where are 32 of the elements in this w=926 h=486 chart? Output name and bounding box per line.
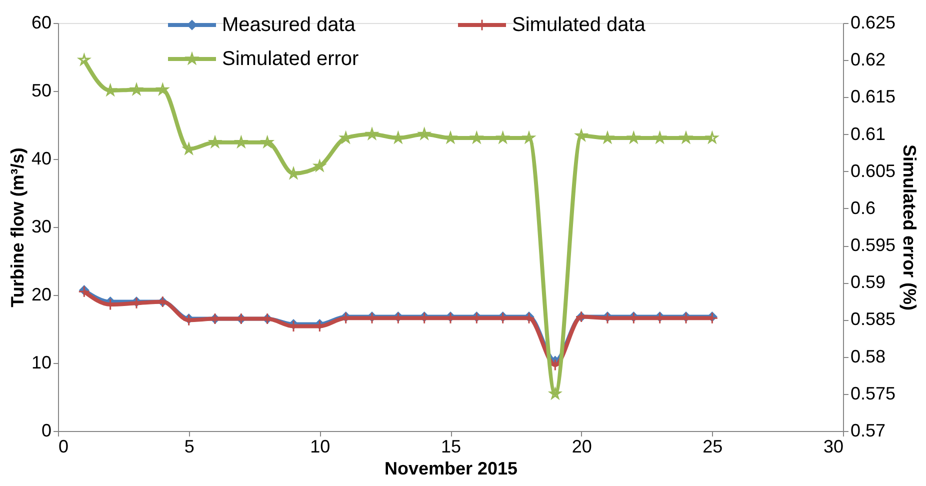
y-tick-label: 10	[31, 352, 52, 372]
y2-tick-label: 0.6	[850, 198, 876, 218]
y2-tick-label: 0.595	[850, 235, 896, 256]
y2-tick-label: 0.58	[850, 346, 886, 366]
x-tick-label: 20	[572, 436, 592, 456]
x-tick-label: 5	[184, 436, 194, 456]
y-tick-label: 30	[31, 216, 52, 236]
y2-tick-label: 0.585	[850, 309, 896, 330]
y2-tick-label: 0.575	[850, 383, 896, 404]
y2-tick-label: 0.625	[850, 12, 896, 32]
x-tick-label: 25	[702, 436, 723, 456]
x-tick-label: 0	[58, 436, 69, 456]
x-tick-label: 15	[440, 436, 462, 456]
y-tick-label: 60	[31, 12, 52, 32]
y-tick-label: 50	[31, 80, 52, 100]
y2-tick-label: 0.61	[850, 124, 886, 144]
y2-tick-label: 0.605	[850, 160, 896, 181]
y2-tick-label: 0.59	[850, 272, 886, 292]
y2-axis-title: Simulated error (%)	[900, 144, 920, 311]
y-tick-label: 20	[31, 284, 52, 304]
y2-tick-label: 0.57	[850, 420, 886, 440]
legend-label: Simulated error	[222, 48, 360, 70]
y-tick-label: 0	[41, 420, 52, 440]
y2-tick-label: 0.62	[850, 50, 886, 70]
legend-label: Measured data	[222, 14, 356, 36]
x-tick-label: 10	[310, 436, 330, 456]
y-tick-label: 40	[31, 148, 52, 168]
y2-tick-label: 0.615	[850, 86, 896, 107]
y-axis-title: Turbine flow (m³/s)	[7, 148, 28, 308]
legend-label: Simulated data	[512, 14, 646, 36]
x-tick-label: 30	[823, 436, 844, 456]
x-axis-title: November 2015	[384, 458, 518, 478]
